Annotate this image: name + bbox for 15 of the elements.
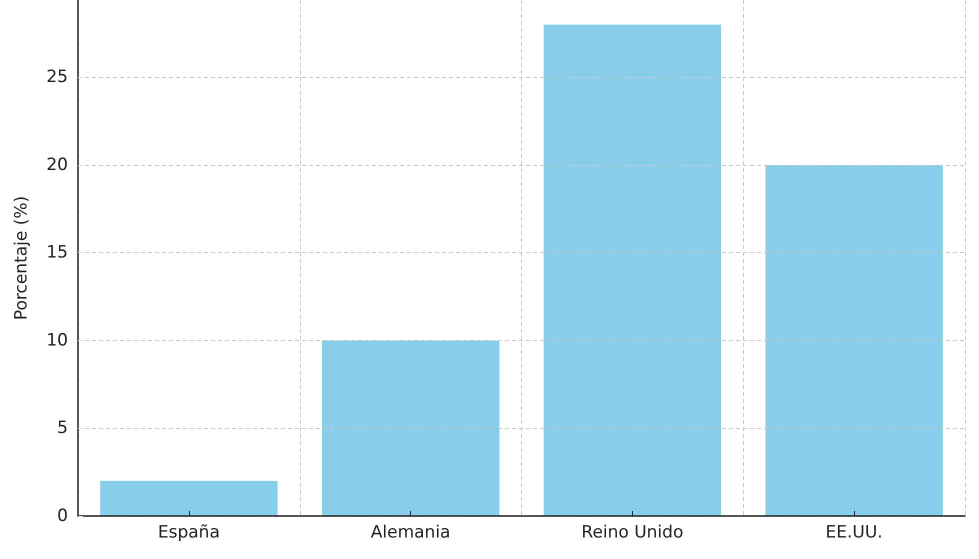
x-tick-label: Reino Unido	[581, 522, 684, 542]
bar	[322, 340, 500, 516]
bar	[765, 164, 943, 516]
bar	[544, 24, 722, 516]
y-tick-label: 20	[46, 154, 68, 175]
bar	[100, 480, 278, 516]
x-tick-label: EE.UU.	[826, 522, 883, 542]
y-tick-label: 25	[46, 67, 68, 88]
y-axis-title: Porcentaje (%)	[12, 196, 32, 320]
y-tick-label: 15	[46, 242, 68, 263]
x-tick-label: Alemania	[370, 522, 450, 542]
y-tick-label: 10	[46, 330, 68, 350]
y-tick-label: 0	[57, 506, 68, 526]
y-tick-label: 5	[57, 418, 68, 438]
x-tick-label: España	[158, 522, 220, 542]
